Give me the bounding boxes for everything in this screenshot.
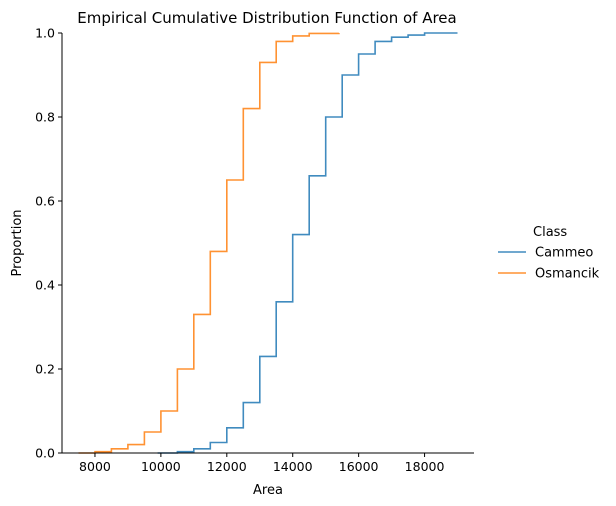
y-tick-label: 0.6 bbox=[35, 194, 55, 209]
legend-label-osmancik: Osmancik bbox=[535, 267, 600, 282]
ecdf-line-osmancik bbox=[78, 32, 340, 454]
x-tick-label: 10000 bbox=[141, 459, 181, 474]
y-tick-label: 0.0 bbox=[35, 446, 55, 461]
chart-title: Empirical Cumulative Distribution Functi… bbox=[77, 9, 456, 27]
x-tick-label: 16000 bbox=[339, 459, 379, 474]
x-tick-label: 8000 bbox=[79, 459, 111, 474]
y-tick-label: 0.4 bbox=[35, 278, 55, 293]
y-tick-label: 0.8 bbox=[35, 110, 55, 125]
ecdf-line-cammeo bbox=[157, 32, 458, 454]
series-layer bbox=[78, 32, 458, 454]
x-tick-label: 18000 bbox=[405, 459, 445, 474]
x-tick-label: 14000 bbox=[273, 459, 313, 474]
x-axis-label: Area bbox=[253, 483, 283, 498]
y-tick-label: 0.2 bbox=[35, 362, 55, 377]
x-tick-label: 12000 bbox=[207, 459, 247, 474]
y-tick-label: 1.0 bbox=[35, 26, 55, 41]
legend-entries: Cammeo Osmancik bbox=[498, 246, 600, 282]
y-axis-ticks: 0.0 0.2 0.4 0.6 0.8 1.0 bbox=[35, 26, 62, 461]
plot-area bbox=[61, 32, 474, 454]
x-axis-ticks: 8000 10000 12000 14000 16000 18000 bbox=[79, 453, 444, 474]
legend: Class Cammeo Osmancik bbox=[498, 225, 600, 282]
legend-label-cammeo: Cammeo bbox=[535, 246, 593, 261]
y-axis-label: Proportion bbox=[10, 209, 25, 276]
legend-title: Class bbox=[533, 225, 567, 240]
